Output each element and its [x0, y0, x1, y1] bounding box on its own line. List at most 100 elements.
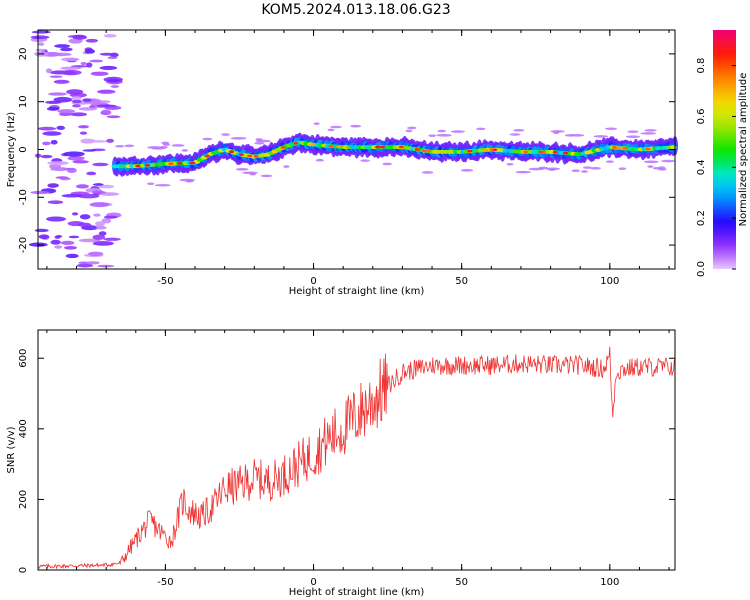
ridge-peak [538, 150, 544, 154]
noise-blob [80, 61, 87, 66]
ridge-fringe [571, 169, 581, 172]
ridge-fringe [230, 137, 247, 140]
y-tick-label: 20 [18, 48, 29, 61]
ridge-fringe [360, 159, 370, 162]
noise-blob [48, 164, 62, 169]
noise-blob [103, 215, 118, 219]
noise-blob [60, 69, 82, 76]
ridge-fringe [436, 133, 452, 137]
ridge-peak [228, 150, 234, 154]
noise-blob [79, 214, 91, 220]
noise-blob [68, 235, 80, 239]
noise-blob [86, 62, 93, 68]
noise-blob [34, 228, 49, 233]
noise-blob [30, 190, 50, 195]
noise-blob [99, 52, 115, 56]
ridge-fringe [235, 168, 249, 171]
x-axis-label: Height of straight line (km) [289, 587, 425, 598]
noise-blob [53, 79, 70, 84]
ridge-peak [375, 145, 381, 149]
ridge-peak [328, 144, 334, 148]
noise-blob [71, 96, 82, 101]
noise-blob [55, 235, 63, 238]
noise-blob [103, 33, 117, 38]
noise-blob [35, 48, 46, 52]
ridge-fringe [550, 130, 565, 133]
ridge-fringe [255, 138, 263, 141]
ridge-peak [238, 153, 244, 156]
noise-blob [106, 138, 114, 143]
ridge-peak [421, 149, 427, 152]
noise-blob [92, 240, 114, 246]
x-tick-label: 0 [310, 577, 316, 588]
ridge-fringe [242, 171, 258, 175]
ridge-peak [522, 150, 528, 154]
noise-blob [80, 138, 96, 144]
plot-frame [37, 29, 676, 270]
ridge-fringe [146, 182, 155, 186]
colorbar-tick-label: 0.6 [696, 108, 707, 124]
ridge-fringe [658, 166, 666, 169]
noise-blob [42, 141, 51, 146]
colorbar-tick-label: 0.8 [696, 58, 707, 74]
ridge-peak [483, 148, 489, 152]
ridge-fringe [154, 183, 171, 187]
ridge-fringe [582, 166, 592, 169]
ridge-fringe [327, 128, 335, 132]
ridge-fringe [382, 162, 393, 166]
y-tick-label: 0 [18, 567, 29, 573]
ridge-fringe [405, 129, 413, 133]
ridge-fringe [421, 171, 434, 174]
colorbar: 0.0 0.2 0.4 0.6 0.8 Normalized spectral ampli… [696, 30, 749, 277]
ridge-peak [622, 147, 628, 150]
noise-blob [60, 66, 82, 70]
noise-blob [82, 149, 97, 152]
noise-blob [54, 44, 71, 48]
ridge-fringe [171, 144, 185, 147]
y-axis-label: SNR (v/v) [6, 426, 17, 473]
ridge-fringe [515, 170, 532, 174]
noise-blob [72, 34, 87, 40]
ridge-peak [145, 163, 151, 167]
colorbar-ramp [713, 30, 736, 269]
noise-blob [37, 126, 57, 131]
ridge-fringe [254, 141, 265, 145]
noise-blob [45, 100, 62, 104]
noise-blob [47, 92, 68, 96]
ridge-fringe [652, 166, 660, 170]
ridge-fringe [124, 144, 135, 148]
ridge-fringe [181, 149, 189, 152]
ridge-peak [398, 145, 404, 149]
ridge-fringe [315, 158, 325, 162]
noise-blob [70, 112, 88, 117]
noise-blob [100, 109, 112, 116]
ridge-peak [204, 154, 210, 158]
x-tick-label: -50 [157, 276, 173, 287]
noise-blob [78, 238, 101, 243]
ridge-fringe [564, 134, 576, 137]
noise-blob [55, 176, 69, 179]
ridge-peak [467, 149, 473, 153]
noise-blob [66, 89, 84, 95]
noise-blob [93, 213, 101, 217]
x-tick-label: 50 [455, 577, 468, 588]
noise-blob [89, 105, 96, 109]
ridge-peak [336, 145, 342, 149]
noise-blob [77, 222, 92, 227]
noise-blob [95, 225, 107, 230]
plot-frame [37, 329, 676, 571]
ridge-peak [253, 155, 259, 158]
ridge-fringe [283, 165, 290, 168]
noise-blob [65, 253, 79, 259]
noise-blob [54, 245, 62, 249]
noise-blob [89, 202, 110, 208]
ridge-fringe [476, 127, 486, 131]
spectrogram-panel: -50 0 50 100 -20 -10 0 10 20 Height of straight l… [6, 29, 678, 297]
ridge-fringe [450, 130, 465, 133]
ridge-fringe [221, 133, 231, 136]
noise-blob [95, 221, 105, 227]
noise-blob [103, 237, 121, 241]
ridge-fringe [313, 122, 320, 125]
noise-blob [89, 59, 104, 63]
